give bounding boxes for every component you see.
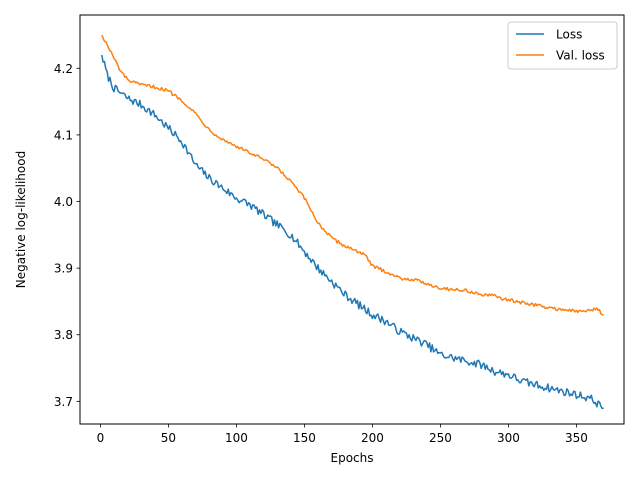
x-tick-label: 300 [497, 431, 520, 445]
y-tick-label: 3.7 [54, 395, 73, 409]
legend-val-loss-label: Val. loss [556, 49, 605, 63]
y-tick-label: 4.2 [54, 62, 73, 76]
plot-frame [79, 14, 625, 425]
x-tick-label: 350 [565, 431, 588, 445]
ticks-layer: 0 50 100 150 200 250 300 350 3.7 3.8 3.9 4.0 4.1 4.2 [54, 62, 588, 445]
y-tick-label: 4.0 [54, 195, 73, 209]
x-tick-label: 200 [361, 431, 384, 445]
x-axis-label: Epochs [331, 451, 374, 465]
x-tick-label: 250 [429, 431, 452, 445]
series-layer [101, 34, 604, 410]
x-tick-label: 100 [225, 431, 248, 445]
y-axis-label: Negative log-likelihood [14, 151, 28, 288]
x-tick-label: 150 [293, 431, 316, 445]
legend-loss-label: Loss [556, 28, 582, 42]
series-line-val-loss [101, 34, 604, 316]
y-tick-label: 3.8 [54, 328, 73, 342]
x-tick-label: 0 [97, 431, 105, 445]
series-line-loss [101, 54, 604, 410]
x-tick-label: 50 [161, 431, 176, 445]
legend: Loss Val. loss [507, 21, 618, 70]
y-tick-label: 3.9 [54, 262, 73, 276]
y-tick-label: 4.1 [54, 128, 73, 142]
